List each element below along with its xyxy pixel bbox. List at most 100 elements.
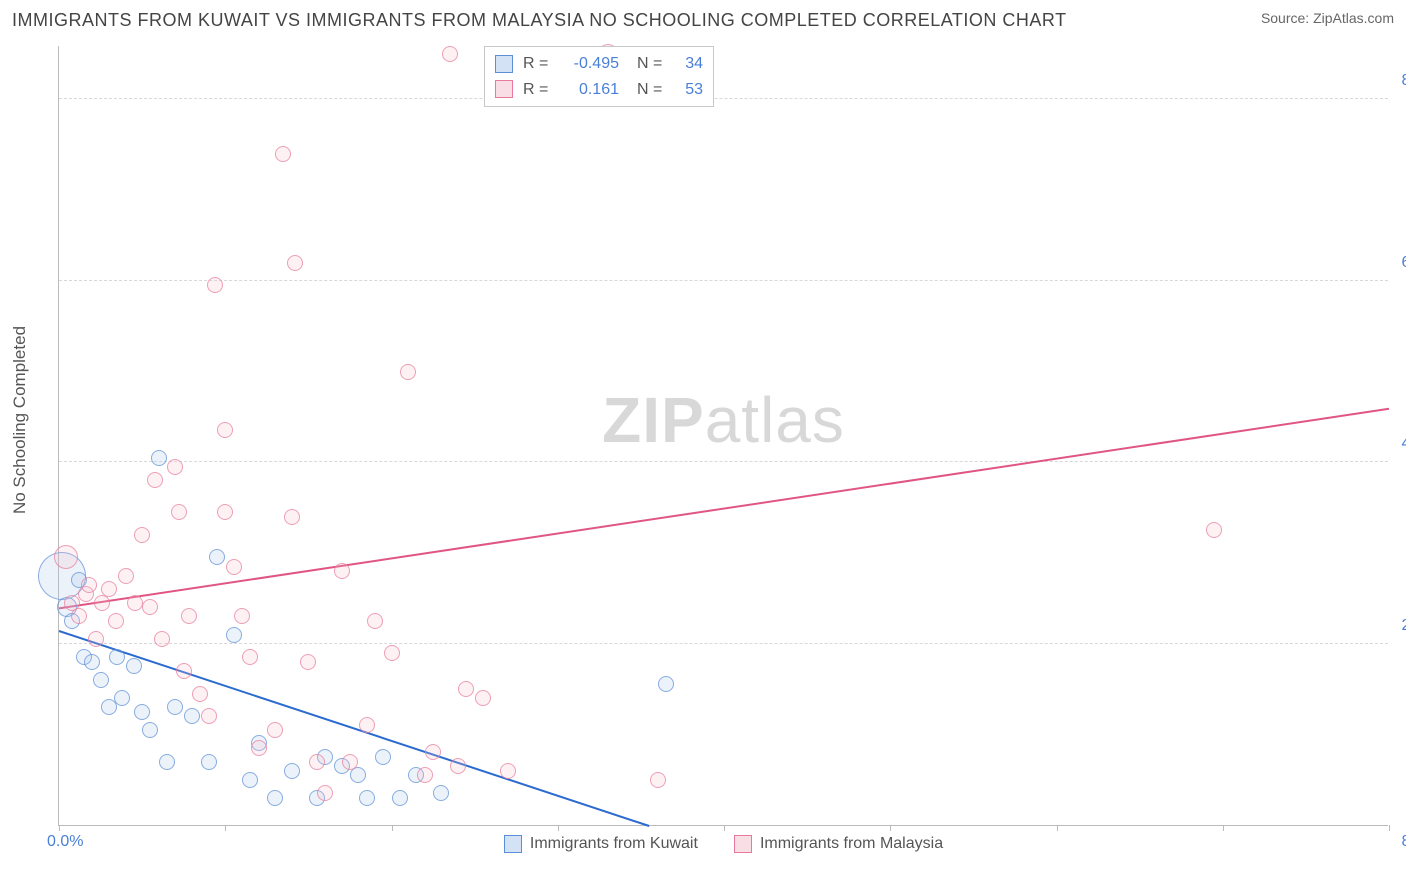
data-point-malaysia [226, 559, 242, 575]
data-point-kuwait [359, 790, 375, 806]
data-point-malaysia [171, 504, 187, 520]
data-point-malaysia [242, 649, 258, 665]
data-point-malaysia [251, 740, 267, 756]
data-point-malaysia [275, 146, 291, 162]
data-point-kuwait [151, 450, 167, 466]
legend-swatch-malaysia [734, 835, 752, 853]
data-point-kuwait [184, 708, 200, 724]
correlation-legend: R = -0.495 N = 34R = 0.161 N = 53 [484, 46, 714, 107]
x-minor-tick [225, 825, 226, 831]
data-point-kuwait [392, 790, 408, 806]
data-point-malaysia [384, 645, 400, 661]
data-point-malaysia [167, 459, 183, 475]
data-point-malaysia [217, 504, 233, 520]
r-label: R = [523, 51, 551, 77]
x-tick-max: 8.0% [1392, 833, 1406, 851]
data-point-kuwait [226, 627, 242, 643]
data-point-malaysia [417, 767, 433, 783]
data-point-kuwait [159, 754, 175, 770]
data-point-kuwait [658, 676, 674, 692]
data-point-malaysia [176, 663, 192, 679]
data-point-malaysia [309, 754, 325, 770]
data-point-kuwait [201, 754, 217, 770]
data-point-malaysia [287, 255, 303, 271]
x-minor-tick [1223, 825, 1224, 831]
x-minor-tick [392, 825, 393, 831]
data-point-malaysia [475, 690, 491, 706]
data-point-malaysia [425, 744, 441, 760]
data-point-malaysia [300, 654, 316, 670]
data-point-malaysia [201, 708, 217, 724]
data-point-malaysia [359, 717, 375, 733]
legend-label-malaysia: Immigrants from Malaysia [760, 835, 943, 853]
y-tick-label: 6.0% [1392, 254, 1406, 272]
data-point-kuwait [93, 672, 109, 688]
data-point-malaysia [450, 758, 466, 774]
data-point-malaysia [134, 527, 150, 543]
data-point-malaysia [192, 686, 208, 702]
data-point-kuwait [267, 790, 283, 806]
legend-item-kuwait: Immigrants from Kuwait [504, 835, 698, 853]
data-point-kuwait [167, 699, 183, 715]
y-tick-label: 4.0% [1392, 435, 1406, 453]
data-point-kuwait [433, 785, 449, 801]
x-minor-tick [558, 825, 559, 831]
legend-row-kuwait: R = -0.495 N = 34 [495, 51, 703, 77]
data-point-kuwait [375, 749, 391, 765]
y-tick-label: 2.0% [1392, 617, 1406, 635]
data-point-malaysia [267, 722, 283, 738]
y-tick-label: 8.0% [1392, 72, 1406, 90]
data-point-malaysia [147, 472, 163, 488]
x-minor-tick [59, 825, 60, 831]
data-point-malaysia [442, 46, 458, 62]
data-point-malaysia [217, 422, 233, 438]
data-point-kuwait [350, 767, 366, 783]
data-point-malaysia [284, 509, 300, 525]
data-point-malaysia [207, 277, 223, 293]
n-label: N = [637, 51, 665, 77]
data-point-malaysia [71, 608, 87, 624]
data-point-malaysia [94, 595, 110, 611]
data-point-kuwait [209, 549, 225, 565]
data-point-malaysia [342, 754, 358, 770]
data-point-malaysia [317, 785, 333, 801]
legend-row-malaysia: R =0.161N =53 [495, 77, 703, 103]
data-point-malaysia [1206, 522, 1222, 538]
legend-swatch-malaysia [495, 80, 513, 98]
n-value-kuwait: 34 [675, 51, 703, 77]
data-point-malaysia [500, 763, 516, 779]
data-point-malaysia [118, 568, 134, 584]
data-point-malaysia [400, 364, 416, 380]
data-point-malaysia [81, 577, 97, 593]
x-minor-tick [724, 825, 725, 831]
data-point-kuwait [114, 690, 130, 706]
data-point-kuwait [142, 722, 158, 738]
legend-swatch-kuwait [495, 55, 513, 73]
data-point-malaysia [154, 631, 170, 647]
legend-item-malaysia: Immigrants from Malaysia [734, 835, 943, 853]
r-value-malaysia: 0.161 [561, 77, 619, 103]
data-point-kuwait [109, 649, 125, 665]
data-point-malaysia [108, 613, 124, 629]
r-value-kuwait: -0.495 [561, 51, 619, 77]
source-label: Source: ZipAtlas.com [1261, 10, 1394, 26]
data-point-kuwait [134, 704, 150, 720]
legend-label-kuwait: Immigrants from Kuwait [530, 835, 698, 853]
data-point-malaysia [234, 608, 250, 624]
data-point-malaysia [458, 681, 474, 697]
x-minor-tick [1389, 825, 1390, 831]
data-point-malaysia [181, 608, 197, 624]
data-point-kuwait [284, 763, 300, 779]
legend-swatch-kuwait [504, 835, 522, 853]
n-value-malaysia: 53 [675, 77, 703, 103]
data-point-malaysia [127, 595, 143, 611]
chart-title: IMMIGRANTS FROM KUWAIT VS IMMIGRANTS FRO… [12, 10, 1067, 31]
data-point-kuwait [84, 654, 100, 670]
data-point-kuwait [126, 658, 142, 674]
n-label: N = [637, 77, 665, 103]
data-point-malaysia [54, 545, 78, 569]
data-point-malaysia [101, 581, 117, 597]
data-point-malaysia [142, 599, 158, 615]
x-minor-tick [890, 825, 891, 831]
data-point-kuwait [242, 772, 258, 788]
